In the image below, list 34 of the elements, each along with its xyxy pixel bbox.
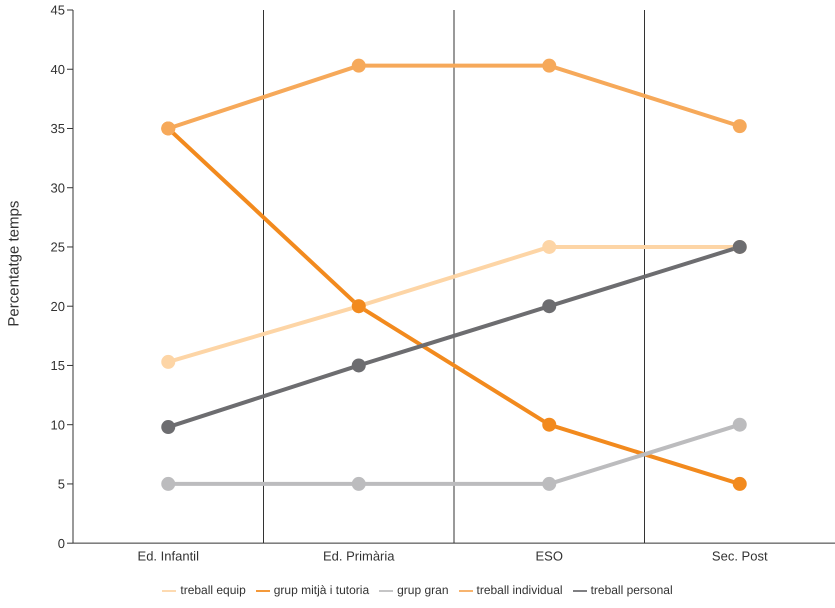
legend-label: treball personal (590, 583, 673, 598)
legend-label: grup mitjà i tutoria (274, 583, 370, 598)
y-tick-label: 40 (50, 62, 65, 77)
y-tick-label: 35 (50, 121, 65, 136)
y-tick-label: 20 (50, 298, 65, 314)
point (542, 299, 556, 314)
point (542, 240, 556, 254)
x-tick-label: ESO (536, 548, 563, 564)
y-tick-label: 5 (58, 476, 65, 492)
x-tick-label: Ed. Infantil (138, 548, 200, 564)
point (352, 58, 366, 73)
y-tick-label: 25 (50, 240, 65, 255)
point (732, 476, 747, 491)
x-tick-label: Sec. Post (712, 548, 768, 564)
y-tick-label: 10 (50, 417, 65, 432)
y-tick-label: 0 (58, 536, 65, 551)
point (352, 476, 366, 491)
legend-label: treball individual (476, 583, 563, 598)
y-axis-title: Percentatge temps (5, 200, 22, 327)
y-tick-label: 45 (50, 2, 65, 18)
point (542, 476, 556, 491)
y-tick-label: 30 (50, 180, 65, 196)
y-tick-label: 15 (50, 358, 65, 374)
legend-label: treball equip (180, 583, 246, 598)
x-tick-label: Ed. Primària (322, 548, 396, 564)
point (161, 420, 176, 434)
point (732, 119, 747, 134)
point (161, 354, 176, 369)
point (161, 476, 176, 491)
point (542, 418, 556, 432)
point (542, 58, 556, 73)
legend-label: grup gran (397, 583, 448, 598)
point (352, 358, 366, 372)
point (732, 418, 747, 432)
